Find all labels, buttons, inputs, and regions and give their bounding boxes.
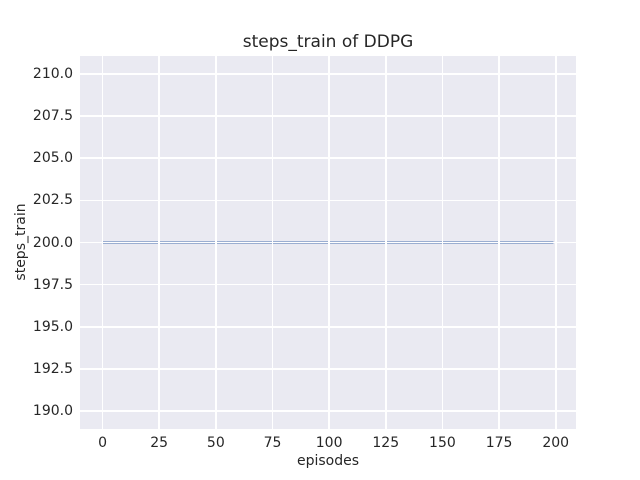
y-tick-label: 202.5: [32, 192, 73, 209]
x-tick-label: 75: [263, 435, 282, 451]
y-tick-label: 210.0: [32, 66, 73, 83]
y-gridline: [80, 410, 576, 412]
plot-area: [80, 56, 576, 429]
y-tick-label: 195.0: [32, 318, 73, 335]
y-gridline: [80, 241, 576, 244]
x-tick-label: 50: [206, 435, 225, 451]
y-gridline: [80, 115, 576, 117]
y-tick-label: 190.0: [32, 402, 73, 419]
y-tick-label: 200.0: [32, 234, 73, 251]
x-tick-label: 100: [315, 435, 343, 451]
y-gridline: [80, 368, 576, 370]
x-tick-label: 175: [485, 435, 513, 451]
y-tick-label: 207.5: [32, 108, 73, 125]
y-gridline: [80, 73, 576, 75]
y-gridline: [80, 325, 576, 328]
x-tick-label: 0: [98, 435, 107, 451]
y-tick-label: 197.5: [32, 276, 73, 293]
y-gridline: [80, 283, 576, 286]
y-gridline: [80, 199, 576, 202]
y-tick-label: 192.5: [32, 360, 73, 377]
x-tick-label: 25: [150, 435, 169, 451]
x-tick-label: 125: [372, 435, 400, 451]
x-axis-label: episodes: [296, 453, 360, 469]
chart-title: steps_train of DDPG: [242, 32, 414, 52]
y-tick-label: 205.0: [32, 150, 73, 167]
x-tick-label: 150: [429, 435, 456, 451]
x-tick-label: 200: [542, 435, 570, 451]
y-gridline: [80, 157, 576, 160]
